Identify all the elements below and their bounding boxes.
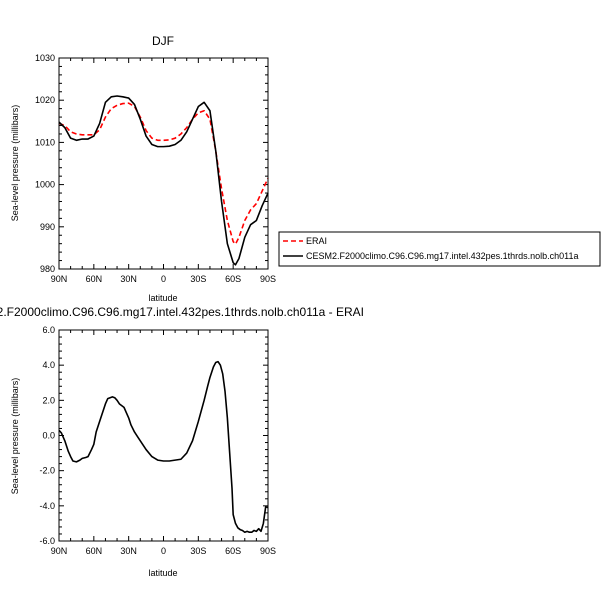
bottom-axes: 90N 60N 30N 0 30S 60S 90S -6.0 -4.0 -2.0 0.0 2.0 4.0… <box>39 325 276 556</box>
bottom-x-tick-label: 90S <box>260 546 276 556</box>
bottom-y-tick-label: 2.0 <box>42 395 55 405</box>
top-axes: 90N 60N 30N 0 30S 60S 90S 980 990 1000 1010 1020 103… <box>35 53 276 284</box>
bottom-series-line-0 <box>58 360 269 534</box>
top-x-tick-label: 30N <box>120 274 137 284</box>
bottom-chart-title: CESM2.F2000climo.C96.C96.mg17.intel.432p… <box>0 305 364 319</box>
bottom-x-axis-label: latitude <box>148 568 177 578</box>
top-x-tick-label: 90N <box>51 274 68 284</box>
top-x-tick-label: 90S <box>260 274 276 284</box>
top-y-tick-label: 980 <box>40 264 55 274</box>
top-panel: DJF 90N 60N 30N 0 30S 60S 90S 980 990 1000 1010 102… <box>10 34 276 303</box>
bottom-y-tick-label: -2.0 <box>39 466 55 476</box>
top-y-tick-label: 1020 <box>35 95 55 105</box>
top-x-tick-label: 60N <box>86 274 103 284</box>
top-x-tick-label: 60S <box>225 274 241 284</box>
bottom-plot-frame <box>58 329 269 542</box>
bottom-x-tick-label: 30S <box>190 546 206 556</box>
legend-label-erai: ERAI <box>306 236 327 246</box>
top-y-tick-label: 1010 <box>35 137 55 147</box>
bottom-y-tick-label: 4.0 <box>42 360 55 370</box>
bottom-x-tick-label: 0 <box>161 546 166 556</box>
bottom-x-tick-label: 60S <box>225 546 241 556</box>
top-series-line-0 <box>58 102 269 245</box>
top-series-group <box>58 95 269 266</box>
top-x-tick-label: 30S <box>190 274 206 284</box>
bottom-y-tick-label: -6.0 <box>39 536 55 546</box>
bottom-series-group <box>58 360 269 534</box>
top-x-axis-label: latitude <box>148 293 177 303</box>
bottom-y-tick-label: -4.0 <box>39 501 55 511</box>
bottom-x-tick-label: 30N <box>120 546 137 556</box>
legend: ERAI CESM2.F2000climo.C96.C96.mg17.intel… <box>278 231 601 267</box>
bottom-panel: CESM2.F2000climo.C96.C96.mg17.intel.432p… <box>0 305 364 578</box>
bottom-y-axis-label: Sea-level pressure (millibars) <box>10 378 20 495</box>
top-y-axis-label: Sea-level pressure (millibars) <box>10 105 20 222</box>
legend-box <box>278 231 601 267</box>
top-y-tick-label: 1000 <box>35 180 55 190</box>
top-chart-title: DJF <box>152 34 174 48</box>
top-y-tick-label: 990 <box>40 222 55 232</box>
legend-label-cesm: CESM2.F2000climo.C96.C96.mg17.intel.432p… <box>306 251 579 261</box>
bottom-x-tick-label: 60N <box>86 546 103 556</box>
top-y-tick-label: 1030 <box>35 53 55 63</box>
bottom-x-tick-label: 90N <box>51 546 68 556</box>
bottom-y-tick-label: 0.0 <box>42 431 55 441</box>
bottom-y-tick-label: 6.0 <box>42 325 55 335</box>
top-plot-frame <box>58 57 269 270</box>
top-series-line-1 <box>58 95 269 266</box>
top-x-tick-label: 0 <box>161 274 166 284</box>
